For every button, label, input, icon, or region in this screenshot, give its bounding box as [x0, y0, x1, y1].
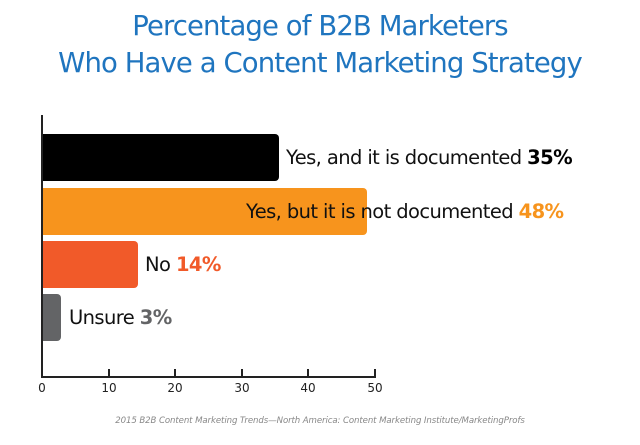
- x-tick-label: 30: [234, 381, 250, 395]
- bar-label-unsure: Unsure 3%: [69, 294, 172, 341]
- bar-label-yes-documented: Yes, and it is documented 35%: [286, 134, 573, 181]
- bar-value: 48%: [518, 200, 564, 223]
- bar-no: [43, 241, 138, 288]
- bar-label-yes-not-documented: Yes, but it is not documented 48%: [246, 188, 564, 235]
- x-tick: [174, 369, 176, 377]
- x-tick-label: 0: [38, 381, 46, 395]
- bar-category: Unsure: [69, 306, 135, 329]
- x-tick: [241, 369, 243, 377]
- bar-yes-documented: [43, 134, 279, 181]
- bar-unsure: [43, 294, 61, 341]
- bar-value: 35%: [527, 146, 573, 169]
- x-tick-label: 20: [167, 381, 183, 395]
- y-axis-line: [41, 115, 43, 378]
- bar-value: 3%: [139, 306, 173, 329]
- x-tick-label: 40: [300, 381, 316, 395]
- x-tick: [41, 369, 43, 377]
- bar-category: Yes, and it is documented: [286, 146, 522, 169]
- x-tick: [108, 369, 110, 377]
- x-tick: [307, 369, 309, 377]
- chart-title-line-1: Percentage of B2B Marketers: [132, 10, 508, 42]
- bar-yes-not-documented: [43, 188, 367, 235]
- bar-value: 14%: [175, 253, 221, 276]
- x-axis-line: [41, 376, 376, 378]
- chart-title: Percentage of B2B Marketers Who Have a C…: [0, 8, 640, 82]
- source-citation: 2015 B2B Content Marketing Trends—North …: [115, 416, 525, 426]
- bar-category: Yes, but it is not documented: [246, 200, 514, 223]
- x-tick-label: 10: [101, 381, 117, 395]
- bar-category: No: [145, 253, 171, 276]
- bar-label-no: No 14%: [145, 241, 221, 288]
- x-tick: [374, 369, 376, 377]
- x-tick-label: 50: [367, 381, 383, 395]
- chart-title-line-2: Who Have a Content Marketing Strategy: [58, 47, 583, 79]
